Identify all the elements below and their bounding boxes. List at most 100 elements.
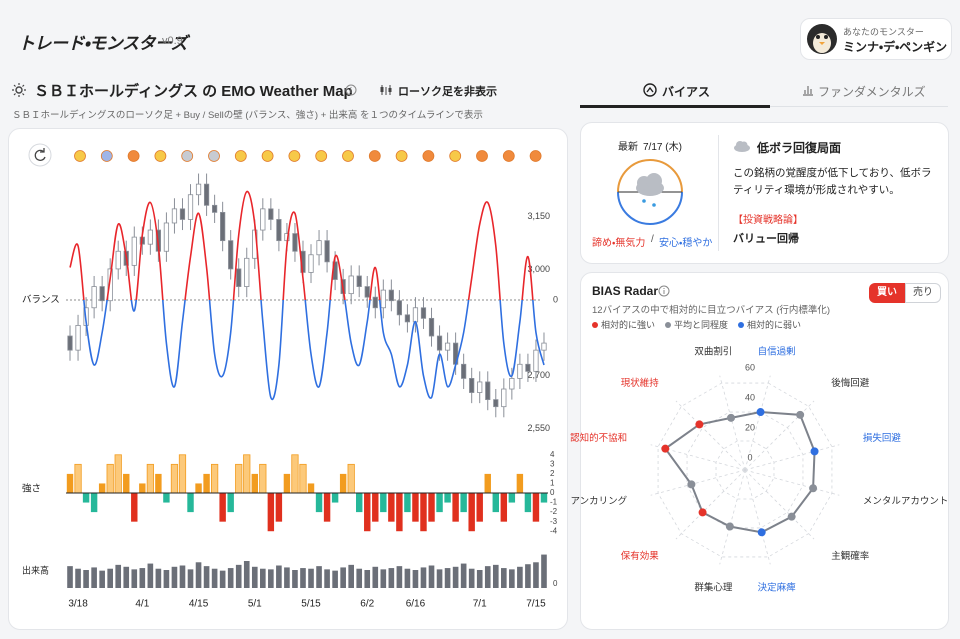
strength-bar [331,493,339,503]
strength-bar [235,463,243,494]
candle-body [541,342,547,351]
radar-axis-label: 損失回避 [863,432,902,444]
radar-axis-label: アンカリング [571,495,628,507]
strength-bar [283,473,291,493]
candle-body [147,229,153,245]
weather-icon [154,150,167,162]
volume-bar [332,570,338,588]
volume-bar [388,568,395,588]
price-tick-label: 2,550 [527,423,550,433]
volume-bar [396,566,403,588]
strength-bar [476,493,483,522]
strength-bar [82,493,90,503]
candle-body [212,204,218,213]
strength-bar [484,473,491,493]
strength-tick-label: 1 [550,479,555,488]
radar-point [757,528,766,537]
page-subtitle: ＳＢＩホールディングスのローソク足 + Buy / Sellの壁 (バランス、強… [12,110,483,121]
candle-body [485,381,491,401]
volume-bar [428,565,435,588]
weather-icon [422,150,435,162]
strength-bar [139,483,146,493]
toggle-candles[interactable]: ローソク足を非表示 [398,86,497,98]
candle-body [493,399,499,408]
strength-bar [388,493,395,522]
reset-button[interactable] [28,143,52,167]
strategy-label: 【投資戦略論】 [733,215,803,226]
mood-positive: 安心・穏やか [659,238,713,249]
info-icon[interactable] [345,84,357,96]
strength-bar [412,493,419,522]
radar-spoke [744,469,771,565]
fundamentals-tab-icon [803,86,813,96]
legend-item: 平均と同程度 [665,318,728,331]
volume-bar [460,563,467,588]
volume-bar [260,568,266,588]
tab[interactable]: ファンダメンタルズ [818,85,926,99]
candle-body [220,211,226,242]
strength-bar [516,473,524,493]
volume-bar [243,561,250,588]
buy-button[interactable]: 買い [869,283,905,303]
radar-point [698,508,707,517]
info-icon[interactable] [658,285,670,297]
volume-bar [171,566,178,588]
volume-bar [187,569,194,588]
radar-point [810,447,819,456]
strength-bar [267,493,275,532]
strength-tick-label: 3 [550,459,555,468]
radar-axis-label: 現状維持 [621,377,660,389]
page-title: ＳＢＩホールディングス の EMO Weather Map [34,83,353,100]
radar-subtitle: 12バイアスの中で相対的に目立つバイアス (行内標準化) [592,305,831,316]
radar-point [687,480,696,489]
strength-bar [227,493,234,513]
volume-bar [420,567,427,588]
strength-bar [187,493,194,513]
radar-spoke [650,469,746,496]
sell-button[interactable]: 売り [905,283,941,303]
candle-body [356,275,362,287]
strength-tick-label: -1 [550,498,558,507]
weather-icon [234,150,247,162]
radar-axis-label: 自信過剰 [758,346,796,358]
weather-icon [208,150,220,162]
tab-indicator [580,105,770,108]
strength-bar [195,483,202,493]
candle-body [461,363,467,379]
strength-bar [452,493,459,522]
candle-body [244,257,250,287]
radar-spoke [744,469,840,496]
strength-bar [428,493,435,522]
candle-body [203,183,210,206]
tab[interactable]: バイアス [662,85,711,99]
candle-body [107,268,113,302]
legend-label: 相対的に強い [601,320,656,330]
volume-bar [372,566,379,588]
candle-body [276,219,282,242]
candle-body [99,286,105,302]
radar-spoke [650,444,746,471]
candle-body [195,183,202,196]
strength-bar [98,483,106,493]
radar-spoke [675,469,746,540]
volume-bar [276,565,282,588]
volume-bar [292,570,298,588]
weather-icon [127,150,140,162]
volume-bar [316,566,322,588]
volume-bar [308,568,314,588]
strength-bar [66,473,74,493]
radar-spoke [744,400,815,471]
x-tick-label: 6/2 [360,599,374,610]
user-card[interactable]: あなたのモンスター ミンナ・デ・ペンギン [800,18,952,60]
strength-bar [436,493,443,513]
candle-body [436,335,443,351]
volume-bar [91,567,97,588]
volume-bar [139,568,146,588]
weather-gauge [617,159,683,225]
volume-bar [404,568,411,588]
volume-bar [67,566,73,588]
logo[interactable]: トレード・モンスターズ [18,34,188,53]
panel-label: 出来高 [22,564,49,575]
x-tick-label: 3/18 [68,599,88,610]
